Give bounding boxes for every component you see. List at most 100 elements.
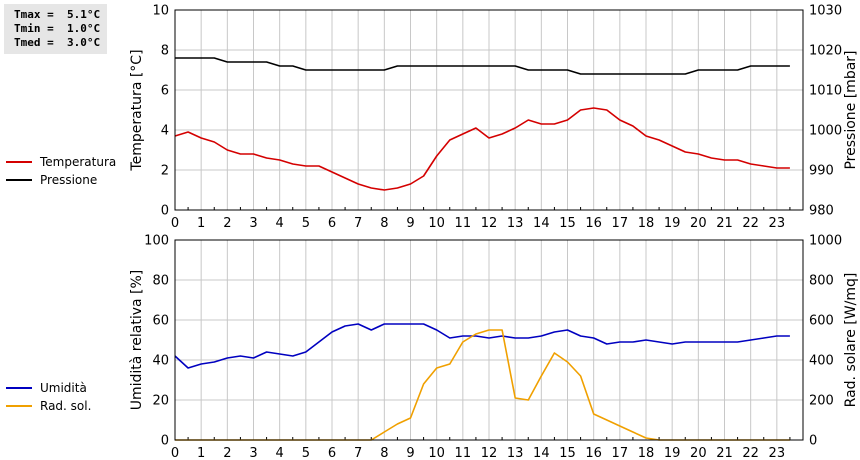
panel1-left-tick-label: 0 <box>161 204 169 219</box>
panel2-x-tick-label: 9 <box>406 446 414 460</box>
panel1-x-tick-label: 15 <box>559 216 576 231</box>
legend-item-temperatura: Temperatura <box>6 153 116 171</box>
legend-swatch-temperatura <box>6 161 32 163</box>
panel2-frame <box>174 239 804 441</box>
legend-bottom: Umidità Rad. sol. <box>6 379 91 415</box>
panel1-x-tick-label: 2 <box>223 216 231 231</box>
legend-top: Temperatura Pressione <box>6 153 116 189</box>
panel2-right-tick-label: 400 <box>809 354 834 369</box>
panel1-x-tick-label: 5 <box>302 216 310 231</box>
panel1-x-tick-label: 16 <box>585 216 602 231</box>
panel1-x-tick-label: 8 <box>380 216 388 231</box>
legend-item-pressione: Pressione <box>6 171 116 189</box>
legend-swatch-umidita <box>6 387 32 389</box>
panel1-x-tick-label: 9 <box>406 216 414 231</box>
panel2-left-tick-label: 20 <box>152 394 169 409</box>
legend-label-pressione: Pressione <box>40 173 98 187</box>
series-line-temperatura <box>174 107 790 191</box>
panel1-y2label: Pressione [mbar] <box>843 50 859 169</box>
panel1-x-tick-label: 22 <box>742 216 759 231</box>
tmed-text: Tmed = 3.0°C <box>14 36 101 49</box>
panel1-ylabel: Temperatura [°C] <box>129 49 145 171</box>
series-line-radsol <box>175 329 790 441</box>
panel2-right-tick-label: 200 <box>809 394 834 409</box>
panel1-left-tick-label: 10 <box>152 4 169 19</box>
panel1-x-tick-label: 4 <box>276 216 284 231</box>
panel2-y2label: Rad. solare [W/mq] <box>843 273 859 408</box>
panel1-x-tick-label: 21 <box>716 216 733 231</box>
panel1-x-tick-label: 7 <box>354 216 362 231</box>
legend-swatch-pressione <box>6 179 32 181</box>
panel2-x-tick-label: 11 <box>455 446 472 460</box>
panel1-right-tick-label: 1020 <box>809 44 842 59</box>
panel2-x-tick-label: 23 <box>769 446 786 460</box>
panel2-left-tick-label: 40 <box>152 354 169 369</box>
panel1-x-tick-label: 3 <box>249 216 257 231</box>
panel1-x-tick-label: 17 <box>612 216 629 231</box>
series-line-pressione <box>175 57 790 75</box>
panel2-left-tick-label: 60 <box>152 314 169 329</box>
panel2-x-tick-label: 15 <box>559 446 576 460</box>
panel1-x-tick-label: 18 <box>638 216 655 231</box>
panel2-left-tick-label: 0 <box>161 434 169 449</box>
panel1-x-tick-label: 23 <box>769 216 786 231</box>
legend-swatch-radsol <box>6 405 32 407</box>
legend-item-radsol: Rad. sol. <box>6 397 91 415</box>
panel2-x-tick-label: 6 <box>328 446 336 460</box>
panel2-x-tick-label: 18 <box>638 446 655 460</box>
panel2-x-tick-label: 22 <box>742 446 759 460</box>
panel2-x-tick-label: 5 <box>302 446 310 460</box>
panel1-left-tick-label: 6 <box>161 84 169 99</box>
panel1-left-tick-label: 4 <box>161 124 169 139</box>
panel2-x-tick-label: 20 <box>690 446 707 460</box>
panel1-frame <box>174 9 804 211</box>
panel2-x-tick-label: 8 <box>380 446 388 460</box>
panel1-x-tick-label: 20 <box>690 216 707 231</box>
panel2-x-tick-label: 17 <box>612 446 629 460</box>
panel2-right-tick-label: 0 <box>809 434 817 449</box>
legend-item-umidita: Umidità <box>6 379 91 397</box>
panel2-x-tick-label: 21 <box>716 446 733 460</box>
tmax-text: Tmax = 5.1°C <box>14 8 101 21</box>
panel2-x-tick-label: 4 <box>276 446 284 460</box>
legend-label-umidita: Umidità <box>40 381 87 395</box>
panel2-x-tick-label: 12 <box>481 446 498 460</box>
panel2-x-tick-label: 3 <box>249 446 257 460</box>
panel1-right-tick-label: 980 <box>809 204 834 219</box>
panel2-x-tick-label: 1 <box>197 446 205 460</box>
panel1-right-tick-label: 1010 <box>809 84 842 99</box>
panel2-left-tick-label: 100 <box>144 234 169 249</box>
panel1-left-tick-label: 8 <box>161 44 169 59</box>
legend-label-radsol: Rad. sol. <box>40 399 92 413</box>
series-line-umidita <box>174 323 790 369</box>
panel1-right-tick-label: 1000 <box>809 124 842 139</box>
panel2-right-tick-label: 1000 <box>809 234 842 249</box>
panel2-x-tick-label: 16 <box>585 446 602 460</box>
panel2-x-tick-label: 0 <box>171 446 179 460</box>
panel1-x-tick-label: 12 <box>481 216 498 231</box>
panel2-right-tick-label: 800 <box>809 274 834 289</box>
panel1-right-tick-label: 990 <box>809 164 834 179</box>
panel1-x-tick-label: 1 <box>197 216 205 231</box>
panel2-ylabel: Umidità relativa [%] <box>129 270 145 411</box>
tmin-text: Tmin = 1.0°C <box>14 22 101 35</box>
panel1-left-tick-label: 2 <box>161 164 169 179</box>
panel2-x-tick-label: 14 <box>533 446 550 460</box>
panel2-left-tick-label: 80 <box>152 274 169 289</box>
panel2-x-tick-label: 10 <box>428 446 445 460</box>
panel2-x-tick-label: 2 <box>223 446 231 460</box>
panel1-x-tick-label: 10 <box>428 216 445 231</box>
panel1-x-tick-label: 11 <box>455 216 472 231</box>
panel2-x-tick-label: 19 <box>664 446 681 460</box>
panel1-x-tick-label: 19 <box>664 216 681 231</box>
panel1-x-tick-label: 13 <box>507 216 524 231</box>
legend-label-temperatura: Temperatura <box>40 155 117 169</box>
panel1-right-tick-label: 1030 <box>809 4 842 19</box>
stats-box: Tmax = 5.1°C Tmin = 1.0°C Tmed = 3.0°C <box>4 4 107 54</box>
panel2-right-tick-label: 600 <box>809 314 834 329</box>
panel2-x-tick-label: 13 <box>507 446 524 460</box>
panel1-x-tick-label: 0 <box>171 216 179 231</box>
panel2-x-tick-label: 7 <box>354 446 362 460</box>
panel1-x-tick-label: 6 <box>328 216 336 231</box>
